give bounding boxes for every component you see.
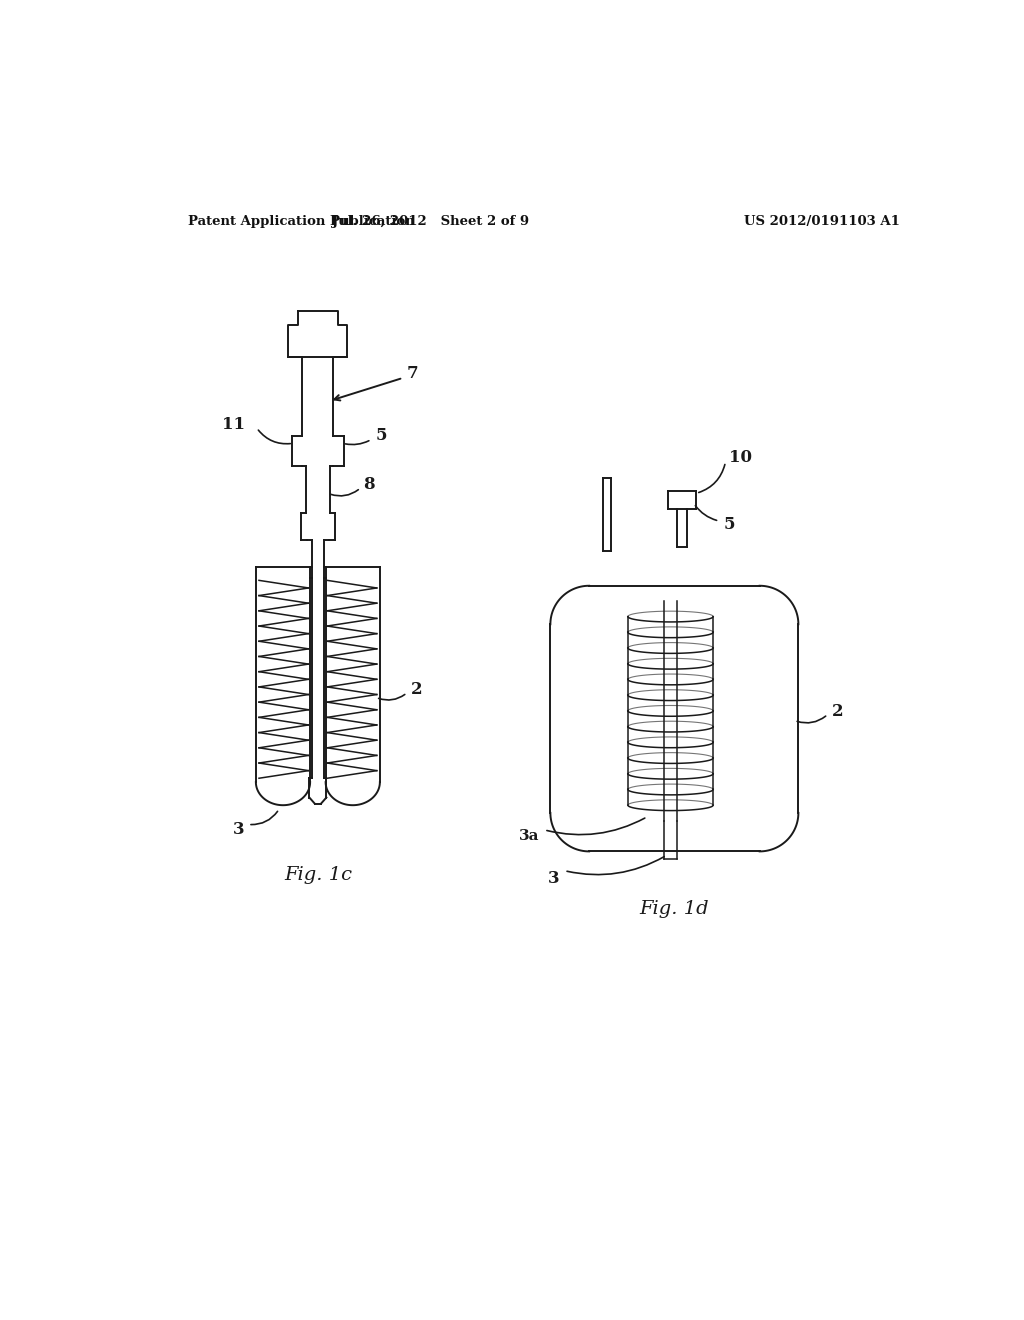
Text: Jul. 26, 2012   Sheet 2 of 9: Jul. 26, 2012 Sheet 2 of 9 bbox=[332, 215, 528, 228]
Text: 3: 3 bbox=[232, 821, 245, 838]
Text: 5: 5 bbox=[375, 428, 387, 444]
Text: Fig. 1d: Fig. 1d bbox=[640, 900, 710, 919]
Text: 3a: 3a bbox=[519, 829, 540, 843]
Text: US 2012/0191103 A1: US 2012/0191103 A1 bbox=[743, 215, 899, 228]
Text: 2: 2 bbox=[831, 702, 844, 719]
Text: 5: 5 bbox=[723, 516, 734, 533]
Text: 3: 3 bbox=[548, 870, 560, 887]
Text: 8: 8 bbox=[364, 477, 375, 494]
Text: 2: 2 bbox=[411, 681, 423, 698]
Text: Fig. 1c: Fig. 1c bbox=[284, 866, 352, 883]
Text: 11: 11 bbox=[222, 416, 245, 433]
Text: 10: 10 bbox=[729, 449, 752, 466]
Text: Patent Application Publication: Patent Application Publication bbox=[188, 215, 415, 228]
Text: 7: 7 bbox=[407, 366, 419, 383]
